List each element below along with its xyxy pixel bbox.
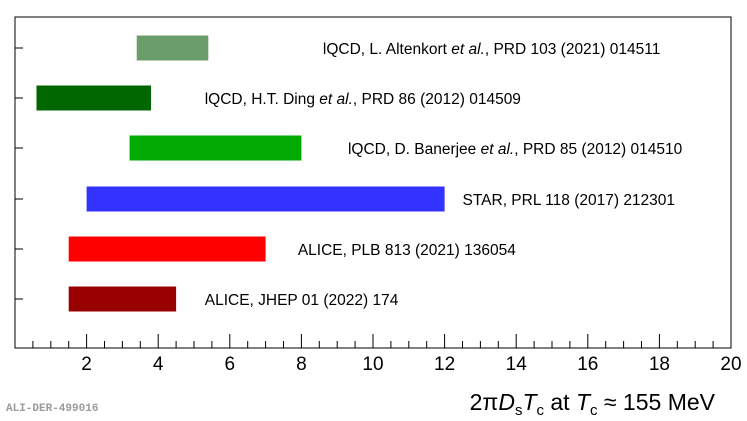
x-tick-label-10: 10	[362, 354, 383, 375]
x-tick-label-14: 14	[506, 354, 528, 375]
bar-group	[36, 35, 445, 312]
bar-6	[68, 286, 177, 312]
x-tick-label-18: 18	[649, 354, 670, 375]
x-tick-label-4: 4	[153, 354, 164, 375]
x-tick-label-2: 2	[81, 354, 92, 375]
x-tick-group	[32, 334, 714, 348]
x-tick-label-6: 6	[225, 354, 236, 375]
x-tick-label-12: 12	[434, 354, 455, 375]
bar-label-3: lQCD, D. Banerjee et al., PRD 85 (2012) …	[348, 141, 683, 158]
x-tick-label-16: 16	[577, 354, 598, 375]
x-axis-title: 2πDsTc at Tc ≈ 155 MeV	[470, 389, 716, 419]
bar-3	[129, 135, 302, 161]
watermark-id: ALI-DER-499016	[6, 403, 99, 415]
bar-label-2: lQCD, H.T. Ding et al., PRD 86 (2012) 01…	[205, 91, 521, 108]
bar-label-4: STAR, PRL 118 (2017) 212301	[463, 192, 676, 209]
x-tick-label-8: 8	[296, 354, 307, 375]
bar-label-1: lQCD, L. Altenkort et al., PRD 103 (2021…	[323, 41, 660, 58]
y-tick-group	[15, 47, 23, 300]
bar-2	[36, 85, 152, 111]
bar-4	[86, 186, 445, 212]
x-tick-label-20: 20	[720, 354, 741, 375]
bar-label-group: lQCD, L. Altenkort et al., PRD 103 (2021…	[205, 41, 683, 309]
x-tick-label-group: 2 4 6 8 10 12 14 16 18 20	[81, 354, 741, 375]
bar-label-6: ALICE, JHEP 01 (2022) 174	[205, 292, 399, 309]
bar-1	[136, 35, 209, 61]
bar-5	[68, 236, 266, 262]
bar-label-5: ALICE, PLB 813 (2021) 136054	[298, 242, 516, 259]
